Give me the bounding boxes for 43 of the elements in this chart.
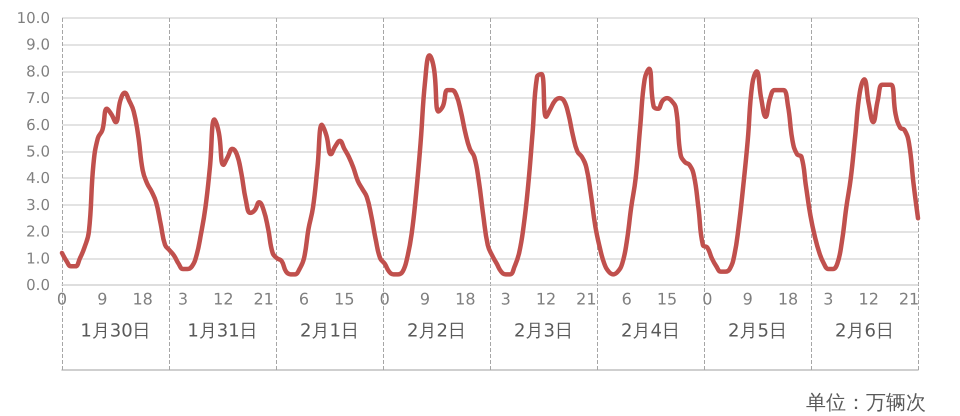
y-tick-label: 1.0	[26, 249, 50, 268]
x-tick-label: 3	[500, 290, 511, 308]
line-series	[60, 53, 920, 277]
text: 2月2日	[407, 320, 466, 342]
x-tick-label: 18	[132, 290, 153, 308]
x-tick-label: 0	[380, 290, 390, 308]
x-tick-label: 12	[858, 290, 879, 308]
text: 单位：万辆次	[806, 390, 926, 414]
x-tick-label: 12	[213, 290, 234, 308]
y-tick-label: 10.0	[16, 9, 50, 27]
x-tick-label: 9	[97, 290, 108, 308]
y-tick-label: 0.0	[26, 276, 50, 294]
text: 2月4日	[621, 320, 680, 342]
text: 2月6日	[835, 320, 894, 342]
y-tick-label: 2.0	[26, 222, 50, 241]
text: 1月30日	[80, 320, 151, 342]
x-tick-label: 18	[455, 290, 476, 308]
text: 1月31日	[187, 320, 258, 342]
x-tick-label: 12	[536, 290, 556, 308]
x-tick-label: 15	[334, 290, 355, 308]
x-tick-label: 6	[622, 290, 632, 308]
x-tick-label: 0	[702, 290, 712, 308]
x-tick-label: 0	[56, 290, 68, 308]
x-tick-label: 3	[178, 290, 188, 308]
y-tick-label: 7.0	[26, 89, 50, 108]
x-tick-label: 21	[576, 290, 597, 308]
x-tick-label: 6	[298, 290, 310, 308]
text: 2月1日	[300, 320, 359, 342]
y-tick-label: 9.0	[26, 36, 50, 54]
y-tick-label: 5.0	[26, 142, 50, 160]
y-tick-label: 6.0	[26, 116, 50, 134]
x-tick-label: 9	[420, 290, 430, 308]
x-tick-label: 21	[253, 290, 274, 308]
y-tick-label: 4.0	[26, 169, 50, 188]
x-tick-label: 15	[656, 290, 678, 308]
x-tick-label: 3	[823, 290, 834, 308]
text: 2月3日	[514, 320, 573, 342]
y-tick-label: 8.0	[26, 62, 50, 80]
x-tick-label: 9	[742, 290, 753, 308]
y-tick-label: 3.0	[26, 196, 50, 214]
x-tick-label: 21	[898, 290, 920, 308]
x-tick-label: 18	[778, 290, 798, 308]
text: 2月5日	[728, 320, 787, 342]
